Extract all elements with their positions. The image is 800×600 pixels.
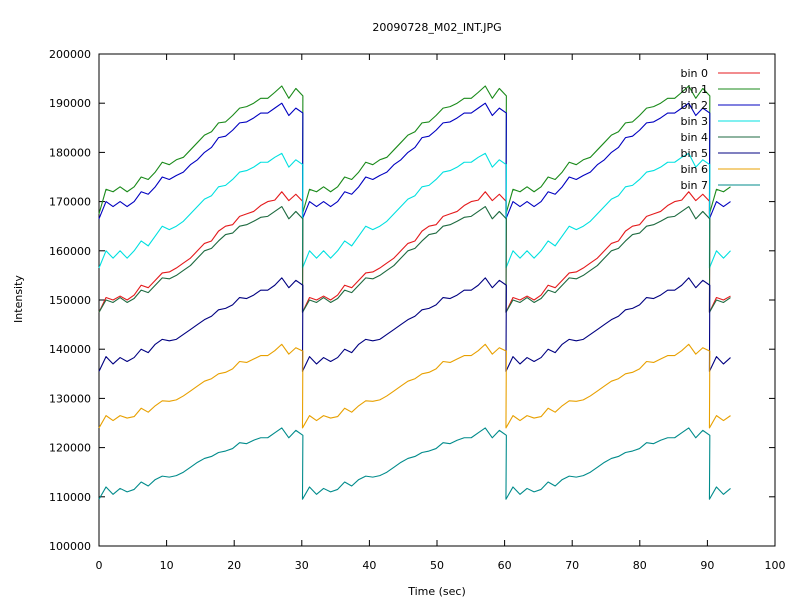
y-tick-label: 190000 [49,97,91,110]
x-tick-label: 60 [498,559,512,572]
series-line-bin-3 [98,152,731,269]
x-tick-label: 40 [362,559,376,572]
x-tick-label: 90 [700,559,714,572]
legend-label: bin 0 [680,67,708,80]
x-tick-label: 80 [633,559,647,572]
series-line-bin-1 [98,85,731,215]
y-tick-label: 170000 [49,196,91,209]
series-line-bin-2 [98,102,731,220]
x-tick-label: 50 [430,559,444,572]
legend-label: bin 5 [680,147,708,160]
legend: bin 0 bin 1 bin 2 bin 3 bin 4 bin 5 bin 6 bin 7 [680,67,760,192]
y-tick-label: 110000 [49,491,91,504]
y-tick-label: 160000 [49,245,91,258]
y-tick-label: 200000 [49,48,91,61]
x-tick-label: 70 [565,559,579,572]
legend-label: bin 1 [680,83,708,96]
legend-label: bin 6 [680,163,708,176]
legend-label: bin 7 [680,179,708,192]
x-axis-label: Time (sec) [407,585,466,598]
y-tick-label: 120000 [49,442,91,455]
legend-label: bin 2 [680,99,708,112]
legend-label: bin 3 [680,115,708,128]
x-axis: 0 10 20 30 40 50 60 70 80 90 100 [96,54,786,572]
y-tick-label: 130000 [49,392,91,405]
y-tick-label: 140000 [49,343,91,356]
series-line-bin-6 [98,343,731,429]
series-line-bin-5 [98,277,731,372]
series-line-bin-0 [98,191,731,313]
x-tick-label: 0 [96,559,103,572]
x-tick-label: 20 [227,559,241,572]
x-tick-label: 10 [160,559,174,572]
plot-frame [98,53,776,547]
series-line-bin-4 [98,205,731,313]
y-tick-label: 100000 [49,540,91,553]
x-tick-label: 100 [765,559,786,572]
y-axis: 100000 110000 120000 130000 140000 150000 1600… [49,48,775,553]
y-tick-label: 150000 [49,294,91,307]
series-line-bin-7 [98,427,731,500]
series-lines [98,85,731,500]
chart-title: 20090728_M02_INT.JPG [372,21,501,34]
x-tick-label: 30 [295,559,309,572]
y-tick-label: 180000 [49,146,91,159]
y-axis-label: Intensity [12,275,25,323]
legend-label: bin 4 [680,131,708,144]
